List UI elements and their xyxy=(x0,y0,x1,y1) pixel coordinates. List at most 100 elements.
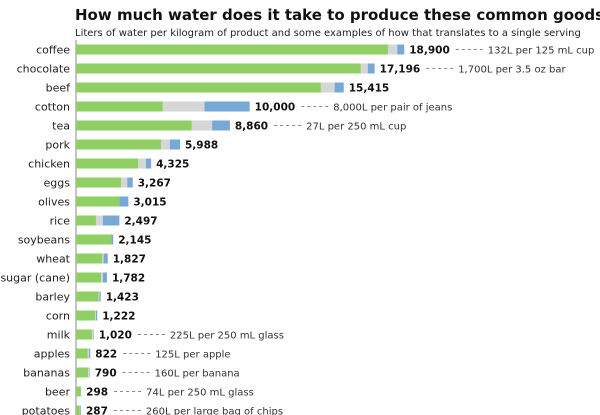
bar-segment-green-soybeans xyxy=(76,234,112,245)
category-label-cotton: cotton xyxy=(35,101,70,114)
value-label-chicken: 4,325 xyxy=(156,159,189,171)
category-label-coffee: coffee xyxy=(36,44,70,57)
bar-segment-blue-soybeans xyxy=(111,234,114,245)
bar-segment-blue-sugar-cane- xyxy=(102,272,107,283)
value-label-coffee: 18,900 xyxy=(409,45,450,57)
value-label-tea: 8,860 xyxy=(235,121,268,133)
value-label-beer: 298 xyxy=(86,387,108,399)
bar-segment-blue-tea xyxy=(212,120,230,131)
category-label-bananas: bananas xyxy=(23,367,70,380)
bar-segment-gray-pork xyxy=(161,139,170,150)
bar-segment-blue-milk xyxy=(93,329,94,340)
bar-segment-blue-coffee xyxy=(397,44,405,55)
bar-segment-green-tea xyxy=(76,120,192,131)
bar-segment-blue-chocolate xyxy=(367,63,375,74)
bar-segment-gray-chicken xyxy=(138,158,146,169)
category-label-tea: tea xyxy=(52,120,70,133)
value-label-eggs: 3,267 xyxy=(138,178,171,190)
bar-segment-green-chicken xyxy=(76,158,139,169)
bar-segment-green-corn xyxy=(76,310,96,321)
category-label-sugar-cane-: sugar (cane) xyxy=(0,272,70,285)
bar-segment-gray-barley xyxy=(98,291,100,302)
category-label-corn: corn xyxy=(46,310,70,323)
bar-segment-green-rice xyxy=(76,215,96,226)
annotation-milk: 225L per 250 mL glass xyxy=(170,331,284,342)
value-label-corn: 1,222 xyxy=(102,311,135,323)
bar-segment-gray-cotton xyxy=(162,101,205,112)
value-label-chocolate: 17,196 xyxy=(380,64,421,76)
bar-segment-gray-eggs xyxy=(121,177,128,188)
value-label-apples: 822 xyxy=(95,349,117,361)
annotation-potatoes: 260L per large bag of chips xyxy=(146,407,283,415)
bar-segment-green-chocolate xyxy=(76,63,361,74)
value-label-cotton: 10,000 xyxy=(255,102,296,114)
bar-segment-gray-milk xyxy=(91,329,94,340)
value-label-milk: 1,020 xyxy=(99,330,132,342)
value-label-soybeans: 2,145 xyxy=(118,235,151,247)
chart-subtitle: Liters of water per kilogram of product … xyxy=(75,28,581,39)
bar-segment-gray-bananas xyxy=(88,367,90,378)
category-label-rice: rice xyxy=(50,215,71,228)
annotation-bananas: 160L per banana xyxy=(155,369,240,380)
category-label-wheat: wheat xyxy=(36,253,70,266)
category-label-chicken: chicken xyxy=(28,158,70,171)
bar-segment-gray-beef xyxy=(320,82,335,93)
category-label-pork: pork xyxy=(45,139,70,152)
bar-segment-gray-wheat xyxy=(102,253,104,264)
bar-segment-green-sugar-cane- xyxy=(76,272,102,283)
bar-segment-blue-corn xyxy=(95,310,98,321)
chart-title: How much water does it take to produce t… xyxy=(75,6,600,24)
annotation-chocolate: 1,700L per 3.5 oz bar xyxy=(458,65,566,76)
value-label-barley: 1,423 xyxy=(106,292,139,304)
annotation-apples: 125L per apple xyxy=(155,350,230,361)
category-label-soybeans: soybeans xyxy=(18,234,70,247)
category-label-beef: beef xyxy=(46,82,72,95)
bar-segment-gray-apples xyxy=(87,348,90,359)
bar-segment-blue-bananas xyxy=(89,367,90,378)
bar-segment-green-milk xyxy=(76,329,92,340)
category-label-beer: beer xyxy=(45,386,71,399)
category-label-milk: milk xyxy=(47,329,71,342)
annotation-tea: 27L per 250 mL cup xyxy=(306,122,406,133)
bar-segment-gray-rice xyxy=(95,215,103,226)
bar-segment-blue-beef xyxy=(334,82,344,93)
bar-segment-blue-olives xyxy=(119,196,129,207)
value-label-beef: 15,415 xyxy=(349,83,390,95)
category-label-chocolate: chocolate xyxy=(17,63,71,76)
bar-segment-green-eggs xyxy=(76,177,122,188)
bar-segment-green-apples xyxy=(76,348,88,359)
annotation-coffee: 132L per 125 mL cup xyxy=(488,46,595,57)
category-label-eggs: eggs xyxy=(44,177,71,190)
bar-segment-green-barley xyxy=(76,291,99,302)
value-label-pork: 5,988 xyxy=(185,140,218,152)
bar-segment-green-olives xyxy=(76,196,120,207)
bar-segment-blue-rice xyxy=(102,215,120,226)
bar-segment-blue-potatoes xyxy=(80,405,81,415)
category-label-apples: apples xyxy=(34,348,71,361)
value-label-bananas: 790 xyxy=(95,368,117,380)
annotation-beer: 74L per 250 mL glass xyxy=(146,388,254,399)
annotation-cotton: 8,000L per pair of jeans xyxy=(333,103,452,114)
value-label-rice: 2,497 xyxy=(124,216,157,228)
value-label-potatoes: 287 xyxy=(86,406,108,415)
bar-segment-blue-wheat xyxy=(103,253,108,264)
bar-segment-blue-pork xyxy=(169,139,181,150)
bar-segment-gray-chocolate xyxy=(360,63,368,74)
bar-segment-green-bananas xyxy=(76,367,89,378)
bar-segment-green-pork xyxy=(76,139,162,150)
bar-segment-gray-corn xyxy=(95,310,96,321)
bar-segment-blue-barley xyxy=(99,291,101,302)
bar-segment-green-beer xyxy=(76,386,81,397)
bar-segment-green-cotton xyxy=(76,101,163,112)
value-label-sugar-cane-: 1,782 xyxy=(112,273,145,285)
value-label-wheat: 1,827 xyxy=(113,254,146,266)
bar-segment-blue-cotton xyxy=(204,101,250,112)
bar-segment-green-coffee xyxy=(76,44,388,55)
bar-segment-gray-tea xyxy=(191,120,213,131)
category-label-potatoes: potatoes xyxy=(22,405,71,415)
bar-segment-green-potatoes xyxy=(76,405,80,415)
bar-segment-green-wheat xyxy=(76,253,103,264)
bar-segment-green-beef xyxy=(76,82,321,93)
